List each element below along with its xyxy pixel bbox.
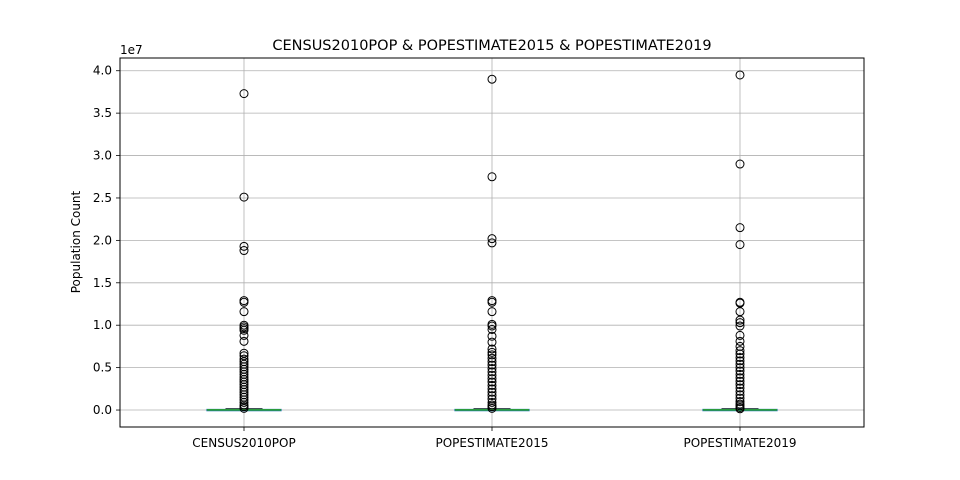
y-tick-label: 0.5 [93,361,112,375]
outlier-point [487,238,497,248]
x-tick-label: POPESTIMATE2015 [435,436,548,450]
outlier-point [487,363,497,373]
x-tick-label: CENSUS2010POP [192,436,295,450]
y-tick-label: 3.0 [93,149,112,163]
outlier-point [487,297,497,307]
outlier-point [487,347,497,357]
outlier-point [239,336,249,346]
x-tick-label: POPESTIMATE2019 [683,436,796,450]
outlier-point [239,330,249,340]
outlier-point [735,366,745,376]
y-tick-label: 1.0 [93,318,112,332]
outlier-point [735,383,745,393]
outlier-point [487,74,497,84]
outlier-point [735,397,745,407]
outlier-point [735,376,745,386]
outlier-point [735,349,745,359]
outlier-point [487,344,497,354]
outlier-point [487,357,497,367]
outlier-point [735,404,745,414]
outlier-point [735,380,745,390]
outlier-point [735,240,745,250]
outlier-point [735,223,745,233]
outlier-point [239,403,249,413]
outlier-point [487,391,497,401]
outlier-point [239,241,249,251]
outlier-point [487,350,497,360]
outlier-point [487,321,497,331]
outlier-point [487,172,497,182]
outlier-point [487,403,497,413]
outlier-point [735,373,745,383]
y-axis-label: Population Count [69,190,83,293]
outlier-point [735,70,745,80]
outlier-point [239,192,249,202]
outlier-point [487,380,497,390]
outlier-point [239,397,249,407]
outlier-point [239,89,249,99]
box-group [206,89,282,413]
outlier-point [487,374,497,384]
y-tick-label: 4.0 [93,64,112,78]
y-tick-label: 0.0 [93,403,112,417]
outlier-point [487,367,497,377]
outlier-point [239,325,249,335]
outlier-point [735,369,745,379]
y-tick-label: 2.0 [93,233,112,247]
chart-title: CENSUS2010POP & POPESTIMATE2015 & POPEST… [272,38,711,54]
outlier-point [487,360,497,370]
outlier-point [487,307,497,317]
outlier-point [735,386,745,396]
outlier-point [735,159,745,169]
y-axis-ticks: 0.0 0.5 1.0 1.5 2.0 2.5 3.0 3.5 4.0 [93,64,120,417]
outlier-point [487,387,497,397]
outlier-point [239,297,249,307]
y-offset-label: 1e7 [120,43,143,57]
outlier-point [487,397,497,407]
outlier-point [735,315,745,325]
outlier-point [735,346,745,356]
outlier-point [735,321,745,331]
outlier-point [487,324,497,334]
outlier-point [487,370,497,380]
y-tick-label: 1.5 [93,276,112,290]
outlier-point [487,384,497,394]
box-group [702,70,778,414]
outlier-point [735,330,745,340]
outlier-point [487,331,497,341]
outlier-point [487,353,497,363]
y-tick-label: 2.5 [93,191,112,205]
boxes [206,70,778,414]
outlier-point [487,234,497,244]
outlier-point [735,390,745,400]
plot-frame [119,57,865,428]
outlier-point [735,356,745,366]
y-tick-label: 3.5 [93,106,112,120]
outlier-point [239,246,249,256]
box-group [454,74,530,413]
outlier-point [735,359,745,369]
outlier-point [239,307,249,317]
outlier-point [735,318,745,328]
outlier-point [735,363,745,373]
outlier-point [487,337,497,347]
x-axis-ticks: CENSUS2010POP POPESTIMATE2015 POPESTIMATE2… [192,427,797,450]
outlier-point [735,336,745,346]
outlier-point [735,352,745,362]
outlier-point [487,377,497,387]
